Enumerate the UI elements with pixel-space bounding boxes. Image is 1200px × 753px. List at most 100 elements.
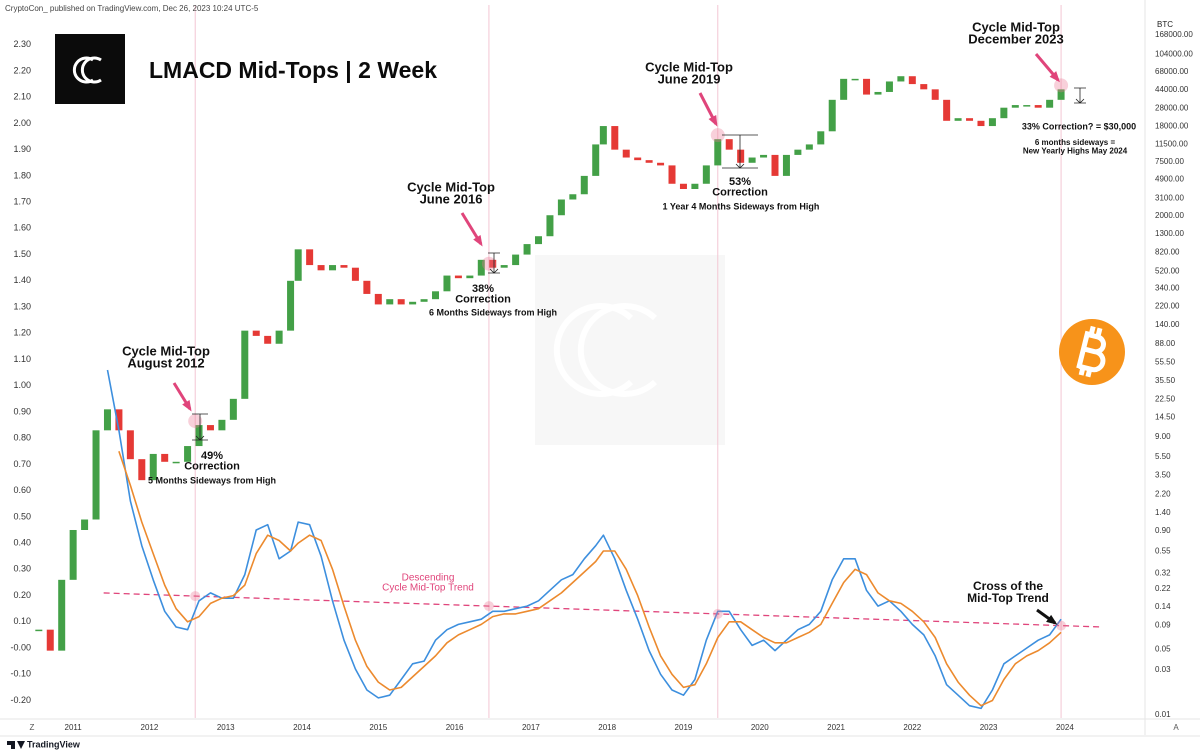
sideways-note: 6 Months Sideways from High	[429, 307, 557, 317]
candle	[489, 259, 497, 268]
y-tick-label: 0.90	[13, 406, 31, 416]
auto-scale-button[interactable]: A	[1173, 723, 1179, 732]
candle	[1023, 105, 1031, 107]
indicator-line	[106, 369, 1062, 710]
candle	[340, 265, 348, 268]
y-tick-label: -0.00	[10, 642, 31, 652]
candle	[920, 84, 928, 90]
trend-touch	[190, 591, 201, 602]
y2-tick-label: 0.01	[1155, 710, 1171, 719]
callout: Cross of the	[973, 579, 1043, 593]
candle	[46, 629, 54, 651]
candle	[409, 301, 417, 305]
y2-tick-label: 14.50	[1155, 413, 1176, 422]
candle	[1000, 107, 1008, 119]
y2-tick-label: 104000.00	[1155, 50, 1193, 59]
correction-label: 53%	[729, 176, 751, 188]
mid-top-title: June 2016	[420, 191, 483, 206]
y-tick-label: 0.30	[13, 564, 31, 574]
y-tick-label: 1.10	[13, 354, 31, 364]
candle	[535, 236, 543, 245]
candle	[931, 89, 939, 100]
candle	[138, 459, 146, 481]
trend-label: Cycle Mid-Top Trend	[382, 583, 474, 594]
candle	[81, 519, 89, 530]
candle	[1034, 105, 1042, 108]
candle	[702, 165, 710, 184]
y2-tick-label: 140.00	[1155, 320, 1180, 329]
mid-top-title: December 2023	[968, 31, 1063, 46]
candle	[737, 149, 745, 163]
logo-mark	[72, 56, 102, 84]
y2-tick-label: 7500.00	[1155, 157, 1184, 166]
indicator-line	[118, 451, 1062, 707]
candle	[466, 275, 474, 279]
candle	[206, 425, 214, 431]
candle	[363, 280, 371, 294]
y2-tick-label: 18000.00	[1155, 121, 1189, 130]
logo	[55, 34, 125, 104]
y2-tick-label: 0.14	[1155, 602, 1171, 611]
y2-tick-label: 1.40	[1155, 508, 1171, 517]
candle	[432, 291, 440, 300]
candle	[569, 194, 577, 200]
correction-range	[488, 252, 500, 274]
candle	[454, 275, 462, 279]
candle	[954, 118, 962, 121]
y2-tick-label: 28000.00	[1155, 103, 1189, 112]
y-tick-label: 1.00	[13, 380, 31, 390]
y2-tick-label: 820.00	[1155, 248, 1180, 257]
y2-tick-label: 11500.00	[1155, 140, 1188, 149]
footer-brand: TradingView	[27, 739, 81, 749]
zoom-button[interactable]: Z	[30, 723, 35, 732]
trend-label: Descending	[402, 573, 455, 584]
candle	[252, 330, 260, 336]
candle	[840, 78, 848, 100]
y-tick-label: 0.70	[13, 459, 31, 469]
candle	[851, 78, 859, 81]
trend-touch	[1056, 620, 1067, 631]
x-tick-label: 2012	[141, 723, 159, 732]
y2-tick-label: 520.00	[1155, 266, 1180, 275]
x-tick-label: 2022	[903, 723, 921, 732]
mid-top-title: Cycle Mid-Top	[972, 19, 1060, 34]
candle	[69, 529, 77, 580]
candle	[477, 259, 485, 276]
candle	[115, 409, 123, 431]
y2-tick-label: 9.00	[1155, 432, 1171, 441]
attribution: CryptoCon_ published on TradingView.com,…	[5, 4, 259, 13]
candle	[1011, 105, 1019, 108]
y-tick-label: 1.40	[13, 275, 31, 285]
candle	[794, 149, 802, 155]
candle	[306, 249, 314, 266]
x-tick-label: 2011	[65, 723, 83, 732]
correction-label: 49%	[201, 450, 223, 462]
sideways-note: New Yearly Highs May 2024	[1023, 147, 1128, 156]
y2-tick-label: 0.32	[1155, 568, 1171, 577]
candle	[184, 446, 192, 462]
candle	[264, 335, 272, 344]
correction-label: Correction	[712, 186, 768, 198]
candle	[161, 453, 169, 462]
candle	[317, 265, 325, 271]
x-tick-label: 2024	[1056, 723, 1074, 732]
x-tick-label: 2020	[751, 723, 769, 732]
mid-top-dot	[1054, 78, 1069, 93]
y2-tick-label: 2000.00	[1155, 211, 1184, 220]
candle	[195, 425, 203, 447]
x-tick-label: 2017	[522, 723, 540, 732]
y-tick-label: 0.20	[13, 590, 31, 600]
sideways-note: 5 Months Sideways from High	[148, 475, 276, 485]
y-tick-label: 1.80	[13, 170, 31, 180]
correction-label: Correction	[455, 293, 511, 305]
candle	[1057, 89, 1065, 100]
trend-line	[103, 592, 1104, 628]
mid-top-dot	[710, 128, 725, 143]
x-tick-label: 2023	[980, 723, 998, 732]
y2-tick-label: 0.55	[1155, 546, 1171, 555]
candle	[908, 76, 916, 85]
y2-tick-label: 0.09	[1155, 620, 1171, 629]
x-tick-label: 2013	[217, 723, 235, 732]
candle	[828, 99, 836, 132]
